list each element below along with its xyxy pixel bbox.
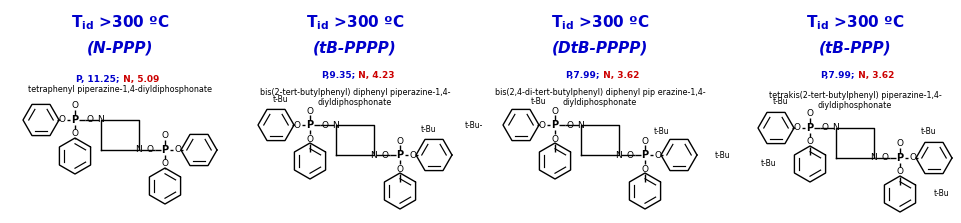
Text: t-Bu: t-Bu <box>530 97 546 105</box>
Text: O: O <box>641 136 648 145</box>
Text: O: O <box>174 145 182 155</box>
Text: O: O <box>821 124 827 132</box>
Text: N, 3.62: N, 3.62 <box>854 71 894 80</box>
Text: O: O <box>880 153 888 163</box>
Text: O: O <box>396 165 403 173</box>
Text: N: N <box>333 120 339 130</box>
Text: O: O <box>161 132 168 140</box>
Text: O: O <box>566 120 573 130</box>
Text: N: N <box>370 151 377 159</box>
Text: O: O <box>71 130 79 138</box>
Text: O: O <box>641 165 648 173</box>
Text: O: O <box>626 151 633 159</box>
Text: P: P <box>71 115 79 125</box>
Text: P,9.35;: P,9.35; <box>320 71 355 80</box>
Text: N: N <box>832 124 839 132</box>
Text: O: O <box>161 159 168 169</box>
Text: T$_\mathregular{id}$ >300 ºC: T$_\mathregular{id}$ >300 ºC <box>306 14 404 32</box>
Text: O: O <box>382 151 388 159</box>
Text: tetrakis(2-tert-butylphenyl) piperazine-1,4-
diyldiphosphonate: tetrakis(2-tert-butylphenyl) piperazine-… <box>768 91 941 110</box>
Text: O: O <box>908 153 916 163</box>
Text: t-Bu: t-Bu <box>773 97 788 107</box>
Text: O: O <box>896 140 902 149</box>
Text: O: O <box>793 124 800 132</box>
Text: O: O <box>409 151 416 159</box>
Text: O: O <box>293 120 300 130</box>
Text: P: P <box>307 120 313 130</box>
Text: O: O <box>146 145 154 155</box>
Text: bis(2-tert-butylphenyl) diphenyl piperazine-1,4-
diyldiphosphonate: bis(2-tert-butylphenyl) diphenyl piperaz… <box>259 88 450 107</box>
Text: t-Bu: t-Bu <box>933 190 949 198</box>
Text: T$_\mathregular{id}$ >300 ºC: T$_\mathregular{id}$ >300 ºC <box>805 14 903 32</box>
Text: P: P <box>551 120 558 130</box>
Text: t-Bu: t-Bu <box>759 159 776 169</box>
Text: t-Bu: t-Bu <box>421 124 436 134</box>
Text: N: N <box>136 145 142 155</box>
Text: (N-PPP): (N-PPP) <box>86 41 153 56</box>
Text: N: N <box>870 153 876 163</box>
Text: O: O <box>307 107 313 116</box>
Text: N: N <box>97 116 104 124</box>
Text: t-Bu: t-Bu <box>273 95 288 103</box>
Text: T$_\mathregular{id}$ >300 ºC: T$_\mathregular{id}$ >300 ºC <box>551 14 649 32</box>
Text: O: O <box>538 120 545 130</box>
Text: N: N <box>577 120 583 130</box>
Text: N, 3.62: N, 3.62 <box>600 71 639 80</box>
Text: N, 4.23: N, 4.23 <box>355 71 394 80</box>
Text: t-Bu: t-Bu <box>653 126 668 136</box>
Text: P: P <box>641 150 648 160</box>
Text: (tB-PPPP): (tB-PPPP) <box>312 41 397 56</box>
Text: P: P <box>396 150 404 160</box>
Text: O: O <box>551 134 558 143</box>
Text: P,7.99;: P,7.99; <box>565 71 600 80</box>
Text: O: O <box>551 107 558 116</box>
Text: (DtB-PPPP): (DtB-PPPP) <box>552 41 648 56</box>
Text: O: O <box>307 134 313 143</box>
Text: N: N <box>615 151 622 159</box>
Text: P: P <box>161 145 168 155</box>
Text: O: O <box>86 116 93 124</box>
Text: tetraphenyl piperazine-1,4-diyldiphosphonate: tetraphenyl piperazine-1,4-diyldiphospho… <box>28 85 211 94</box>
Text: (tB-PPP): (tB-PPP) <box>818 41 891 56</box>
Text: O: O <box>321 120 328 130</box>
Text: P: P <box>805 123 813 133</box>
Text: O: O <box>71 101 79 111</box>
Text: bis(2,4-di-tert-butylphenyl) diphenyl pip erazine-1,4-
diyldiphosphonate: bis(2,4-di-tert-butylphenyl) diphenyl pi… <box>494 88 704 107</box>
Text: P, 11.25;: P, 11.25; <box>77 75 120 84</box>
Text: t-Bu-: t-Bu- <box>464 120 482 130</box>
Text: T$_\mathregular{id}$ >300 ºC: T$_\mathregular{id}$ >300 ºC <box>71 14 169 32</box>
Text: t-Bu: t-Bu <box>921 128 936 136</box>
Text: O: O <box>396 136 403 145</box>
Text: N, 5.09: N, 5.09 <box>120 75 160 84</box>
Text: O: O <box>59 116 65 124</box>
Text: P,7.99;: P,7.99; <box>820 71 854 80</box>
Text: P: P <box>896 153 902 163</box>
Text: O: O <box>896 167 902 176</box>
Text: t-Bu: t-Bu <box>714 151 729 159</box>
Text: O: O <box>805 138 813 147</box>
Text: O: O <box>805 109 813 118</box>
Text: O: O <box>653 151 661 159</box>
